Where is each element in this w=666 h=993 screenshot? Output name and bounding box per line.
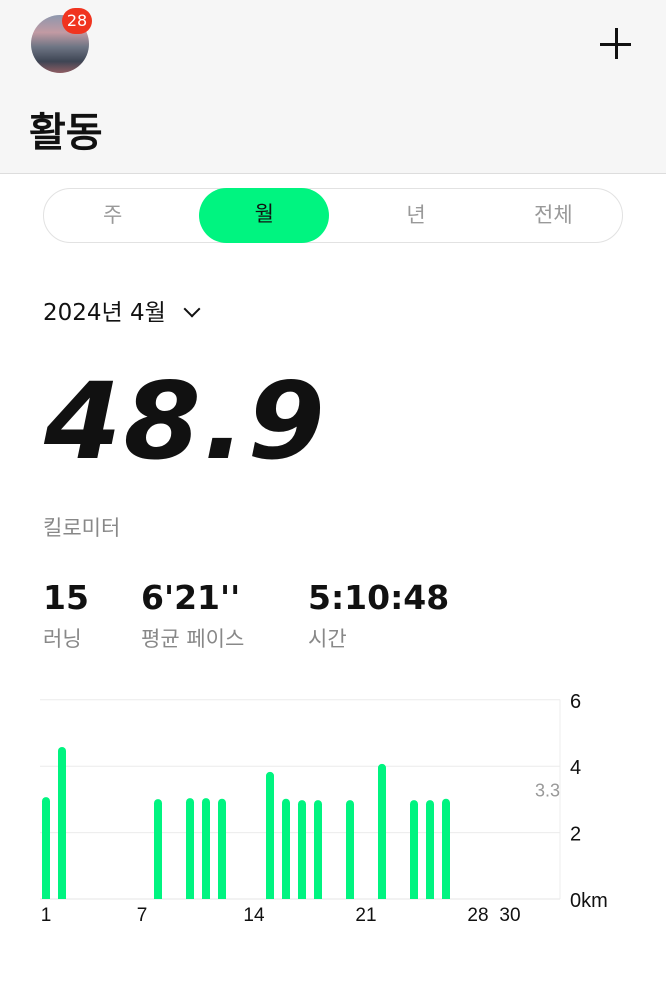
period-segmented-control: 주 월 년 전체 <box>43 188 623 243</box>
bar-base <box>314 895 322 899</box>
bar-day-25 <box>426 800 434 899</box>
page-title: 활동 <box>29 110 103 156</box>
bar-day-18 <box>314 800 322 899</box>
x-tick-label: 28 <box>467 905 488 926</box>
bar-base <box>426 895 434 899</box>
bar-base <box>202 895 210 899</box>
bar-base <box>442 895 450 899</box>
bar-day-11 <box>202 798 210 899</box>
tab-week[interactable]: 주 <box>103 203 123 227</box>
bar-day-2 <box>58 746 66 899</box>
stat-value: 5:10:48 <box>308 578 450 617</box>
tab-month[interactable]: 월 <box>199 188 330 243</box>
bar-day-20 <box>346 800 354 899</box>
distance-unit: 킬로미터 <box>43 516 121 540</box>
x-tick-label: 1 <box>41 905 52 926</box>
bar-day-17 <box>298 800 306 899</box>
bar-base <box>42 895 50 899</box>
stat-label: 러닝 <box>43 627 82 651</box>
add-icon[interactable] <box>598 26 634 62</box>
bar-day-15 <box>266 771 274 899</box>
bar-base <box>218 895 226 899</box>
x-tick-label: 21 <box>355 905 376 926</box>
bar-day-12 <box>218 798 226 899</box>
chevron-down-icon <box>183 300 201 318</box>
y-tick-label: 6 <box>570 691 581 713</box>
bar-base <box>266 895 274 899</box>
stat-value: 6'21'' <box>141 578 241 617</box>
average-label: 3.3 <box>535 780 560 800</box>
tab-year[interactable]: 년 <box>406 203 426 227</box>
y-tick-label: 0km <box>570 890 608 912</box>
period-label: 2024년 4월 <box>43 300 166 326</box>
x-tick-label: 14 <box>243 905 265 926</box>
bar-day-1 <box>42 797 50 899</box>
notification-badge: 28 <box>62 8 92 34</box>
bar-base <box>298 895 306 899</box>
bar-day-26 <box>442 798 450 899</box>
bar-base <box>346 895 354 899</box>
x-tick-label: 30 <box>499 905 520 926</box>
distance-bar-chart: 0km 2 4 6 3.3 1 7 14 21 28 30 <box>40 691 608 926</box>
bar-day-16 <box>282 798 290 899</box>
bar-base <box>410 895 418 899</box>
y-tick-label: 4 <box>570 757 581 779</box>
bar-base <box>154 895 162 899</box>
y-tick-label: 2 <box>570 824 581 846</box>
bar-base <box>282 895 290 899</box>
tab-all[interactable]: 전체 <box>534 203 573 227</box>
stat-label: 시간 <box>308 627 347 651</box>
bar-day-24 <box>410 800 418 899</box>
x-tick-label: 7 <box>137 905 148 926</box>
bar-base <box>378 895 386 899</box>
bar-day-10 <box>186 798 194 899</box>
stat-runs: 15 러닝 <box>43 578 89 653</box>
stat-time: 5:10:48 시간 <box>308 578 449 653</box>
stat-label: 평균 페이스 <box>141 627 245 651</box>
period-selector[interactable]: 2024년 4월 <box>43 293 201 327</box>
bar-day-8 <box>154 799 162 899</box>
bar-day-22 <box>378 763 386 899</box>
total-distance: 48.9 <box>44 360 328 483</box>
bar-base <box>186 895 194 899</box>
header: 28 활동 <box>0 0 666 174</box>
bar-base <box>58 895 66 899</box>
stat-value: 15 <box>43 578 89 617</box>
stat-pace: 6'21'' 평균 페이스 <box>141 578 244 653</box>
